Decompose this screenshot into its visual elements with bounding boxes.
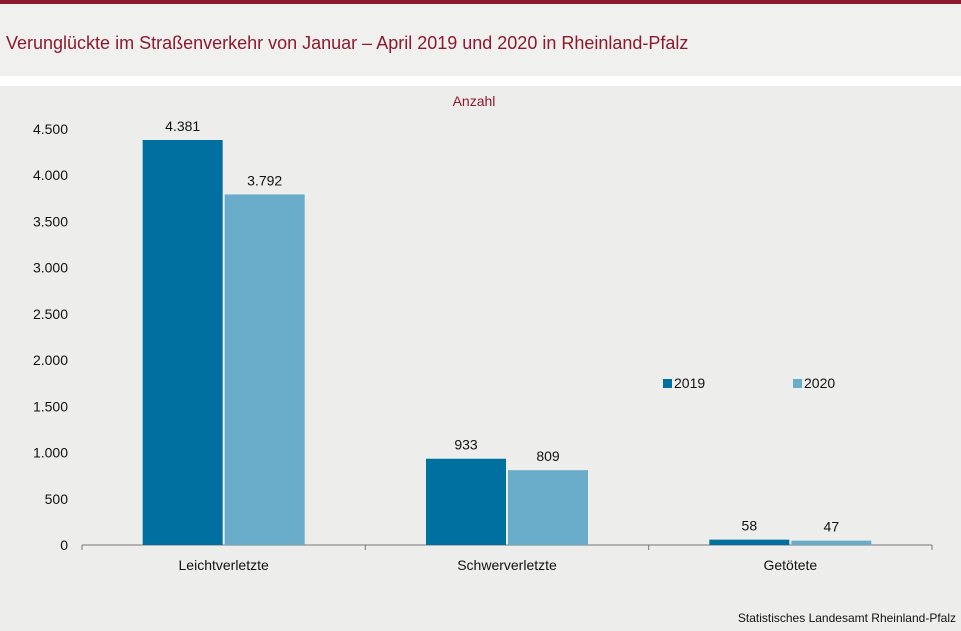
y-tick-label: 3.500 (33, 213, 68, 229)
y-tick-label: 2.000 (33, 352, 68, 368)
top-accent-bar (0, 0, 961, 4)
y-tick-label: 1.500 (33, 398, 68, 414)
legend-swatch-2020 (793, 379, 802, 388)
y-tick-label: 1.000 (33, 445, 68, 461)
source-note: Statistisches Landesamt Rheinland-Pfalz (737, 611, 956, 625)
bar-2019-1 (426, 458, 506, 545)
bar-2020-2 (791, 540, 872, 545)
data-label: 3.792 (247, 172, 282, 188)
y-tick-label: 4.000 (33, 167, 68, 183)
data-label: 933 (454, 437, 478, 453)
chart-title: Verunglückte im Straßenverkehr von Janua… (6, 33, 689, 53)
y-tick-label: 0 (60, 537, 68, 553)
bar-2020-0 (224, 194, 305, 545)
data-label: 809 (536, 448, 560, 464)
bar-2019-2 (709, 539, 790, 545)
chart-subtitle: Anzahl (453, 93, 496, 109)
y-tick-label: 3.000 (33, 260, 68, 276)
legend-label: 2020 (804, 375, 835, 391)
legend-swatch-2019 (663, 379, 672, 388)
data-label: 47 (824, 519, 840, 535)
header-divider (0, 76, 961, 86)
y-tick-label: 4.500 (33, 121, 68, 137)
x-category-label: Leichtverletzte (179, 557, 269, 573)
y-tick-label: 500 (45, 491, 69, 507)
x-category-label: Getötete (763, 557, 817, 573)
chart-header: Verunglückte im Straßenverkehr von Janua… (0, 4, 961, 76)
bar-2020-1 (508, 470, 588, 545)
y-tick-label: 2.500 (33, 306, 68, 322)
data-label: 4.381 (165, 118, 200, 134)
data-label: 58 (742, 518, 758, 534)
legend-label: 2019 (674, 375, 705, 391)
bar-2019-0 (142, 140, 223, 545)
x-category-label: Schwerverletzte (457, 557, 557, 573)
